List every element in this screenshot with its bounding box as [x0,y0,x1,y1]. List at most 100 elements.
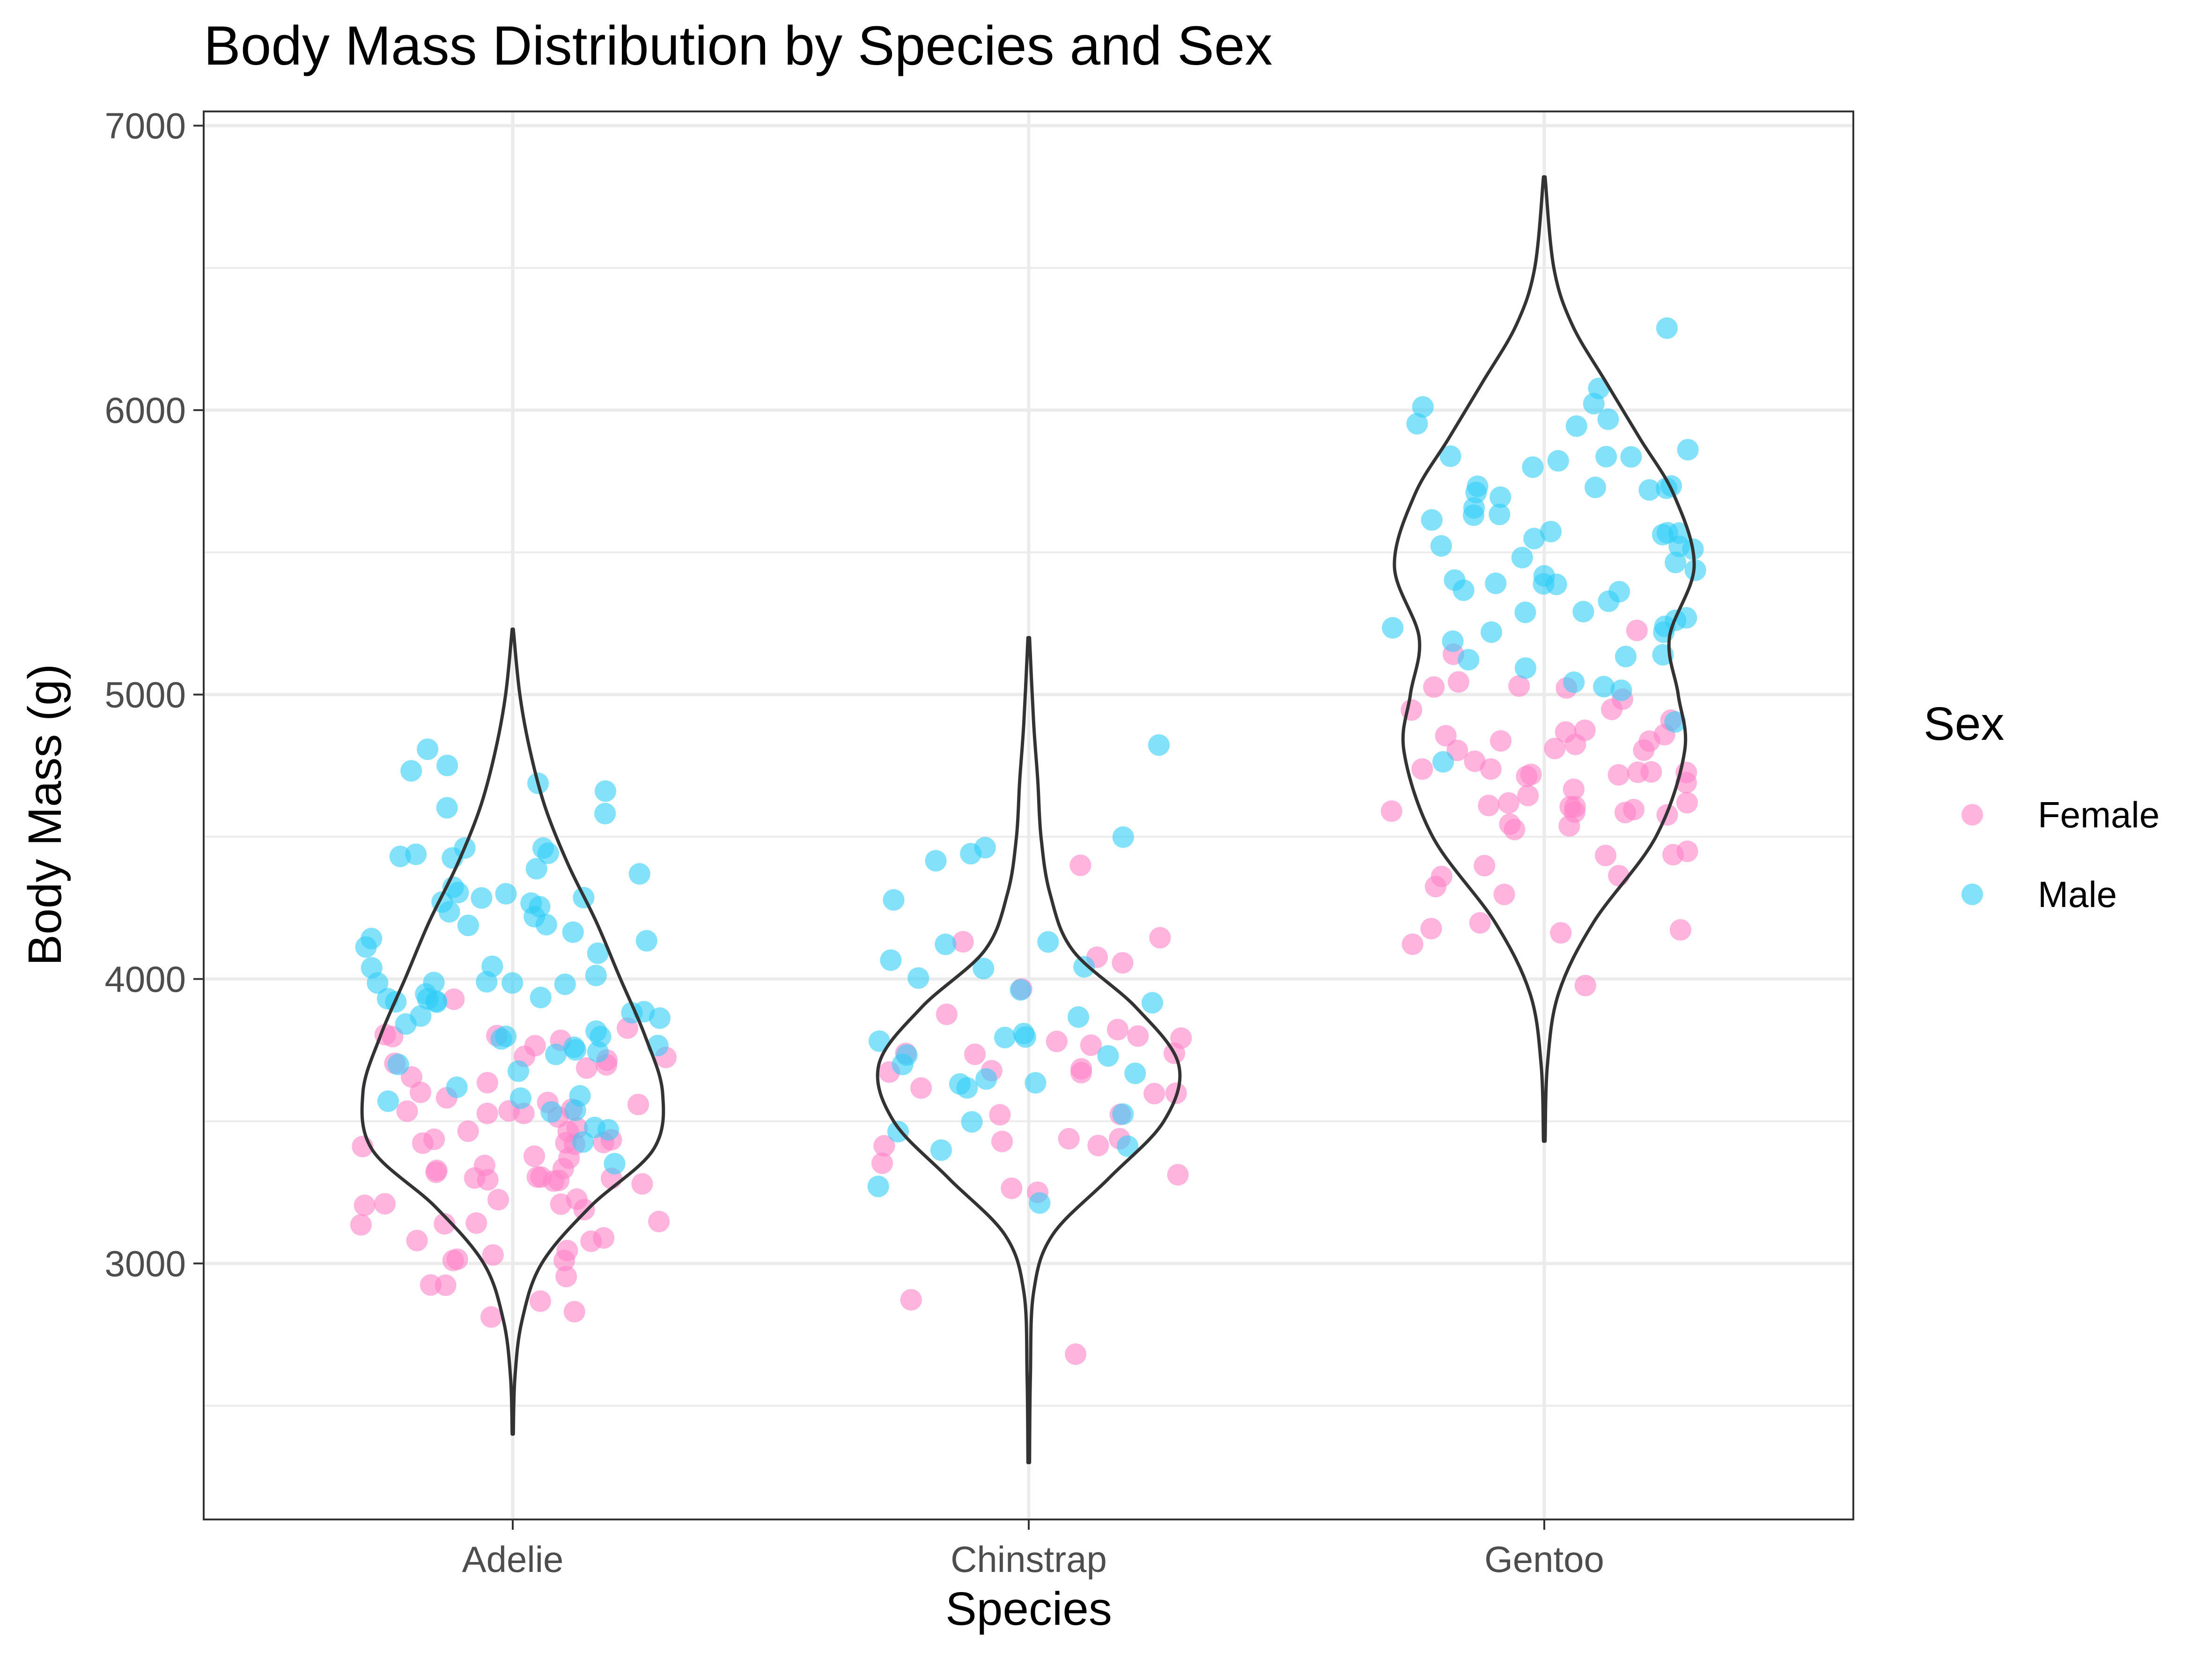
data-point-male [867,1175,889,1197]
y-tick-label: 5000 [104,674,186,715]
data-point-female [1595,845,1616,866]
data-point-female [1607,764,1630,786]
data-point-male [1547,450,1569,472]
data-point-male [595,780,616,802]
data-point-female [1574,719,1596,741]
data-point-male [1545,574,1567,595]
data-point-male [562,921,584,943]
data-point-female [374,1193,396,1215]
data-point-male [1382,617,1404,639]
data-point-female [443,988,465,1010]
data-point-male [587,942,609,964]
data-point-male [925,850,947,872]
data-point-male [594,803,616,825]
data-point-female [524,1035,546,1057]
data-point-male [1010,979,1032,1001]
data-point-male [501,972,524,994]
data-point-male [1141,992,1163,1014]
x-tick-label-gentoo: Gentoo [1484,1539,1604,1580]
data-point-female [530,1166,552,1188]
data-point-male [1489,503,1511,525]
data-point-female [1424,876,1446,898]
data-point-male [471,887,493,909]
data-point-female [1555,721,1577,743]
data-point-male [447,882,469,904]
data-point-female [1623,799,1645,820]
data-point-male [869,1030,890,1052]
data-point-male [935,933,957,955]
data-point-female [473,1155,495,1176]
data-point-female [1497,792,1519,814]
data-point-male [377,1090,399,1112]
data-point-male [1583,393,1605,414]
data-point-female [487,1189,509,1210]
data-point-male [1097,1045,1119,1067]
data-point-female [1401,933,1423,955]
data-point-male [400,760,422,782]
data-point-female [410,1081,431,1103]
data-point-male [1522,456,1544,478]
legend: Sex Female Male [1924,698,2160,915]
data-point-male [361,957,383,979]
data-point-male [508,1060,529,1082]
data-point-male [1511,546,1533,568]
data-point-male [956,1077,978,1099]
data-point-female [1070,1062,1092,1084]
data-point-female [1508,675,1530,697]
data-point-male [389,846,411,867]
data-point-male [587,1041,609,1063]
data-point-female [1627,761,1649,783]
data-point-female [1464,750,1486,772]
data-point-female [873,1135,895,1157]
data-point-male [628,863,650,885]
data-point-male [525,858,547,880]
data-point-male [597,1119,619,1141]
data-point-male [540,1101,562,1123]
data-point-male [1675,607,1697,629]
data-point-female [1490,730,1512,752]
data-point-male [1595,446,1617,468]
data-point-female [952,931,974,953]
data-point-female [1559,796,1581,818]
data-point-male [1563,671,1585,693]
data-point-male [495,883,517,905]
data-point-male [1593,676,1615,698]
data-point-male [1421,509,1443,531]
data-point-female [524,1145,545,1167]
data-point-female [1669,919,1691,941]
data-point-male [1638,479,1660,501]
chart-title: Body Mass Distribution by Species and Se… [204,15,1272,77]
data-point-female [936,1003,958,1025]
data-point-female [1544,737,1566,759]
violin-adelie [360,627,665,1436]
data-point-male [1664,711,1686,733]
data-point-female [423,1128,445,1150]
data-point-male [355,936,377,958]
data-point-female [1065,1343,1087,1365]
data-point-male [1463,497,1485,519]
data-point-male [490,1028,512,1050]
data-point-female [550,1193,572,1215]
axis-ticks: 3000 4000 5000 6000 7000 Adelie Chinstrap Gento… [104,105,1604,1580]
data-point-female [1447,671,1469,693]
legend-label-male: Male [2038,874,2117,915]
x-axis-title: Species [945,1583,1112,1635]
data-point-female [573,1199,595,1221]
data-point-female [1380,800,1402,822]
data-point-male [1439,445,1461,467]
data-point-female [1167,1164,1189,1186]
data-point-female [426,1159,448,1181]
data-point-female [556,1239,578,1261]
data-point-female [457,1120,479,1142]
legend-key-male [1961,884,1983,905]
data-point-male [395,1013,417,1035]
y-tick-label: 7000 [104,105,186,146]
data-point-female [1601,698,1623,720]
data-point-female [1001,1177,1023,1199]
data-point-male [387,1054,409,1076]
data-point-male [1656,317,1678,339]
data-point-male [1665,552,1687,574]
data-point-male [1668,535,1690,557]
data-point-male [1585,476,1606,498]
data-point-male [896,1044,918,1066]
